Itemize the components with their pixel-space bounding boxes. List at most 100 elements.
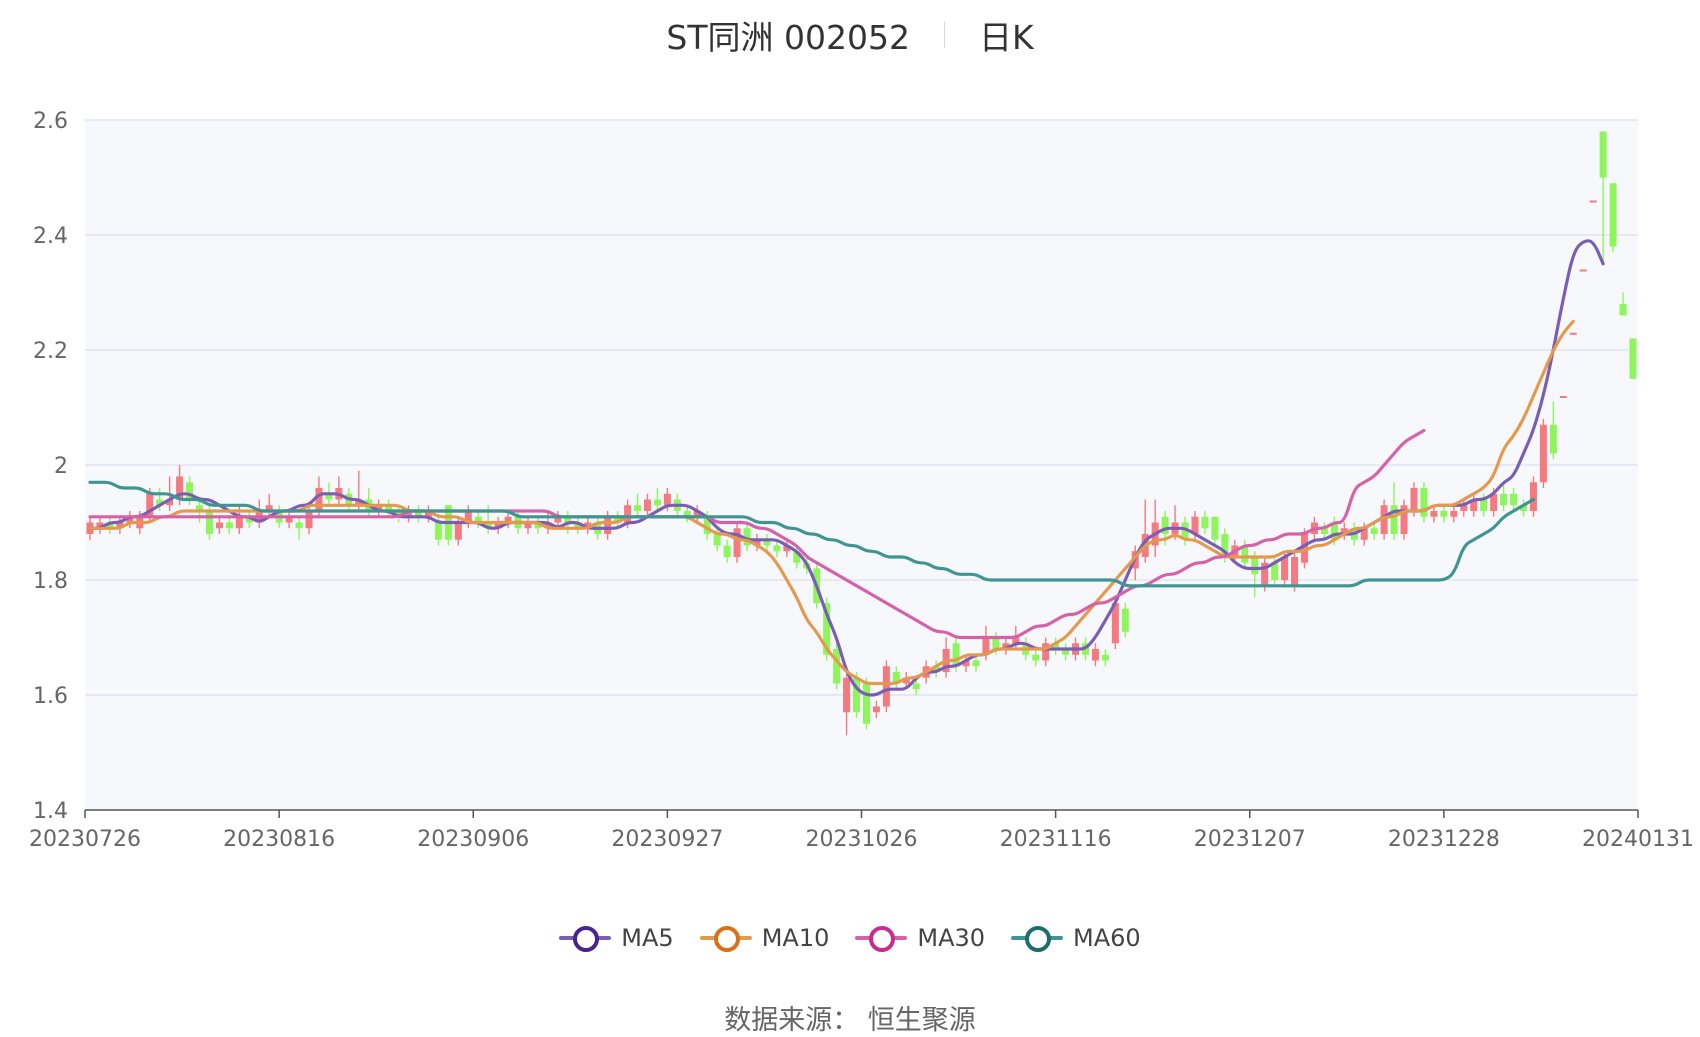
candle-body bbox=[454, 522, 462, 540]
candle-down bbox=[225, 516, 233, 534]
y-tick-label: 2.4 bbox=[33, 224, 68, 249]
candle-down bbox=[395, 505, 403, 523]
candle-body bbox=[574, 522, 582, 529]
candle-down bbox=[415, 505, 423, 523]
candle-up bbox=[126, 511, 134, 529]
candle-down bbox=[1201, 511, 1209, 534]
candle-down bbox=[862, 677, 870, 730]
candle-body bbox=[1320, 528, 1328, 534]
candle-down bbox=[534, 516, 542, 534]
candle-up bbox=[1400, 499, 1408, 540]
candle-body bbox=[1360, 528, 1368, 540]
candle-body bbox=[982, 637, 990, 655]
candle-body bbox=[474, 516, 482, 523]
candle-down bbox=[1062, 643, 1070, 661]
candle-down bbox=[634, 493, 642, 517]
candle-up bbox=[1450, 505, 1458, 523]
source-label: 数据来源： bbox=[724, 1005, 860, 1036]
candle-down bbox=[763, 534, 771, 552]
candle-body bbox=[703, 516, 711, 534]
candle-body bbox=[793, 551, 801, 563]
candle-body bbox=[1410, 488, 1418, 511]
candle-up bbox=[1559, 396, 1567, 398]
candle-down bbox=[853, 672, 861, 718]
legend-item-ma10[interactable]: MA10 bbox=[699, 924, 829, 952]
stock-name-code: ST同洲 002052 bbox=[666, 18, 910, 57]
candle-body bbox=[1002, 643, 1010, 649]
candle-down bbox=[1320, 522, 1328, 540]
candle-down bbox=[1251, 551, 1259, 598]
candle-body bbox=[1101, 654, 1109, 661]
candle-down bbox=[1549, 401, 1557, 460]
candle-up bbox=[265, 493, 273, 517]
candle-body bbox=[96, 522, 104, 529]
legend-item-ma5[interactable]: MA5 bbox=[559, 924, 674, 952]
line-ma10 bbox=[88, 319, 1575, 686]
candle-body bbox=[1241, 545, 1249, 563]
candle-body bbox=[693, 511, 701, 517]
candle-body bbox=[862, 683, 870, 724]
candle-up bbox=[405, 505, 413, 523]
candle-body bbox=[1271, 562, 1279, 580]
candle-body bbox=[166, 499, 174, 506]
candle-body bbox=[415, 511, 423, 517]
candle-down bbox=[1241, 539, 1249, 569]
candle-body bbox=[1519, 505, 1527, 511]
candle-body bbox=[1420, 488, 1428, 517]
legend-item-ma60[interactable]: MA60 bbox=[1011, 924, 1141, 952]
candle-body bbox=[554, 516, 562, 523]
legend-swatch-ma5 bbox=[559, 925, 612, 952]
candle-down bbox=[743, 522, 751, 552]
candle-body bbox=[1529, 482, 1537, 511]
candle-down bbox=[1052, 637, 1060, 655]
candle-body bbox=[225, 522, 233, 529]
candle-body bbox=[1012, 637, 1020, 644]
candle-up bbox=[1470, 493, 1478, 517]
candle-body bbox=[843, 677, 851, 713]
candle-body bbox=[1161, 516, 1169, 534]
candle-body bbox=[395, 511, 403, 517]
candle-body bbox=[872, 706, 880, 713]
candle-down bbox=[972, 654, 980, 672]
candle-up bbox=[872, 700, 880, 718]
candle-body bbox=[1281, 557, 1289, 580]
candle-body bbox=[295, 522, 303, 529]
candle-down bbox=[1370, 522, 1378, 540]
candle-up bbox=[1539, 419, 1547, 488]
legend-swatch-ma60 bbox=[1011, 925, 1064, 952]
candle-body bbox=[1091, 649, 1099, 661]
candle-body bbox=[763, 539, 771, 546]
candle-body bbox=[833, 649, 841, 684]
candle-body bbox=[733, 528, 741, 557]
period-label: 日K bbox=[978, 18, 1034, 57]
line-ma30 bbox=[88, 428, 1426, 640]
candle-up bbox=[733, 522, 741, 563]
candle-body bbox=[494, 522, 502, 529]
candle-down bbox=[1519, 499, 1527, 517]
candle-body bbox=[743, 528, 751, 546]
candle-body bbox=[1589, 200, 1597, 203]
candle-body bbox=[405, 511, 413, 517]
candle-up bbox=[285, 511, 293, 529]
legend-item-ma30[interactable]: MA30 bbox=[855, 924, 985, 952]
candle-up bbox=[215, 516, 223, 534]
candle-down bbox=[1619, 292, 1627, 316]
x-axis: 20230726 20230816 20230906 20230927 20231026… bbox=[29, 809, 1694, 852]
candle-body bbox=[892, 672, 900, 684]
candle-body bbox=[424, 511, 432, 517]
candle-body bbox=[245, 516, 253, 523]
candle-body bbox=[484, 522, 492, 529]
candle-up bbox=[753, 534, 761, 552]
candle-body bbox=[355, 499, 363, 506]
candle-body bbox=[882, 666, 890, 707]
candle-down bbox=[1101, 649, 1109, 667]
candle-down bbox=[932, 660, 940, 678]
candle-body bbox=[1470, 499, 1478, 511]
candle-body bbox=[315, 488, 323, 511]
candle-body bbox=[325, 493, 333, 500]
y-tick-label: 1.8 bbox=[33, 569, 68, 594]
y-tick-label: 2.6 bbox=[33, 109, 68, 134]
candle-up bbox=[116, 516, 124, 534]
y-axis: 1.4 1.6 1.8 2 2.2 2.4 2.6 bbox=[33, 109, 68, 824]
candle-down bbox=[1420, 482, 1428, 523]
